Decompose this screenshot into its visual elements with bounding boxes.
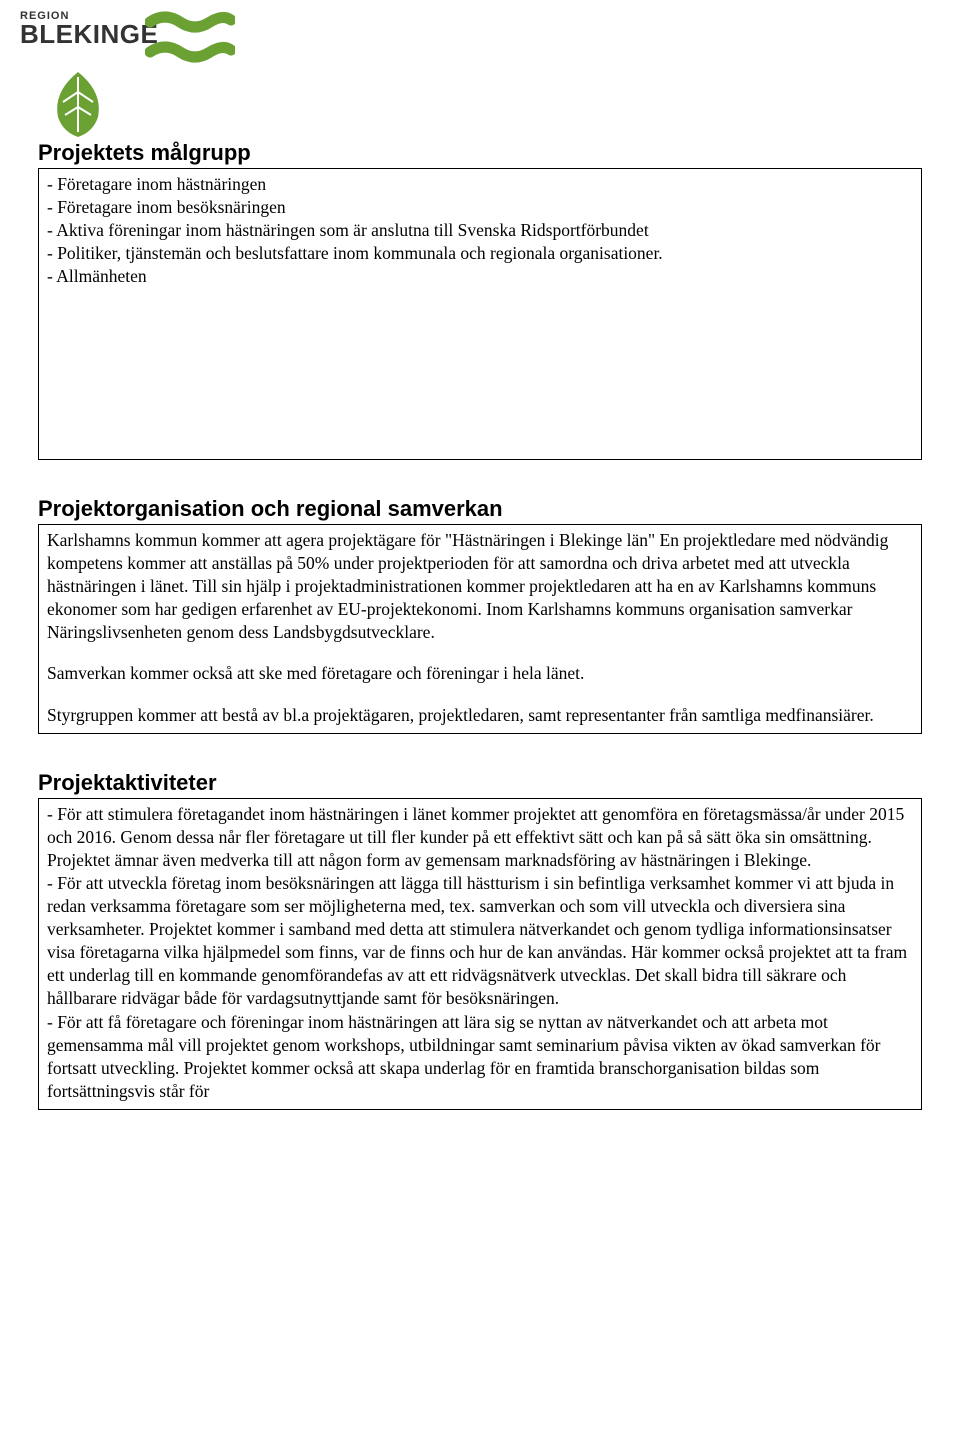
section-aktiviteter: Projektaktiviteter - För att stimulera f…: [38, 770, 922, 1110]
box-aktiviteter: - För att stimulera företagandet inom hä…: [38, 798, 922, 1110]
samverkan-p2: Samverkan kommer också att ske med föret…: [47, 662, 913, 685]
box-malgrupp: - Företagare inom hästnäringen - Företag…: [38, 168, 922, 460]
section-malgrupp: Projektets målgrupp - Företagare inom hä…: [38, 140, 922, 460]
document-content: Projektets målgrupp - Företagare inom hä…: [38, 140, 922, 1110]
logo: REGION BLEKINGE: [20, 10, 220, 130]
heading-samverkan: Projektorganisation och regional samverk…: [38, 496, 922, 522]
heading-aktiviteter: Projektaktiviteter: [38, 770, 922, 796]
logo-swirl-icon: [145, 10, 235, 80]
body-malgrupp: - Företagare inom hästnäringen - Företag…: [47, 173, 913, 288]
heading-malgrupp: Projektets målgrupp: [38, 140, 922, 166]
section-samverkan: Projektorganisation och regional samverk…: [38, 496, 922, 734]
samverkan-p3: Styrgruppen kommer att bestå av bl.a pro…: [47, 704, 913, 727]
body-aktiviteter: - För att stimulera företagandet inom hä…: [47, 803, 913, 1103]
samverkan-p1: Karlshamns kommun kommer att agera proje…: [47, 529, 913, 644]
logo-leaf-icon: [48, 72, 108, 142]
box-samverkan: Karlshamns kommun kommer att agera proje…: [38, 524, 922, 734]
